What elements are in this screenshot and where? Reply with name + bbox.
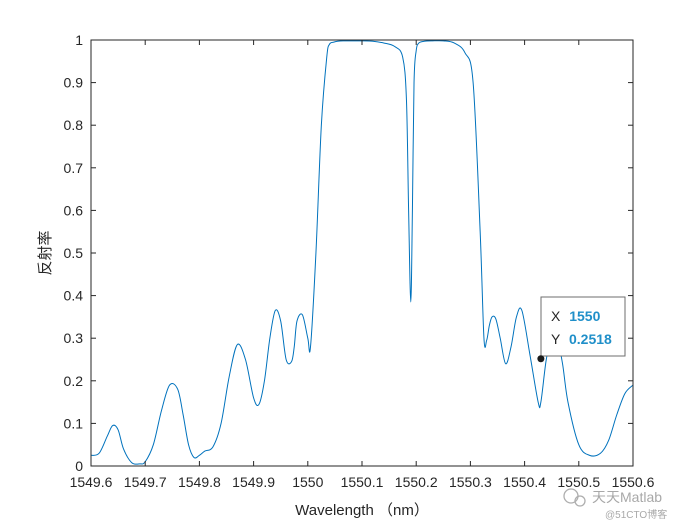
datatip-x-value: 1550 (569, 308, 600, 324)
x-tick-label: 1550.2 (395, 474, 438, 490)
y-tick-label: 0.8 (64, 117, 84, 133)
x-tick-label: 1550 (292, 474, 323, 490)
y-tick-label: 0.7 (64, 160, 84, 176)
y-tick-label: 0.4 (64, 288, 84, 304)
watermark-title: 天天Matlab (592, 489, 662, 505)
x-tick-label: 1549.7 (124, 474, 167, 490)
datatip-x-label: X (551, 308, 561, 324)
x-tick-label: 1550.5 (557, 474, 600, 490)
y-tick-label: 0.1 (64, 415, 84, 431)
x-tick-label: 1549.8 (178, 474, 221, 490)
watermark: 天天Matlab @51CTO博客 (563, 488, 667, 521)
svg-text:X 1550: X 1550 (551, 308, 601, 324)
x-tick-label: 1549.9 (232, 474, 275, 490)
y-tick-label: 0.9 (64, 75, 84, 91)
datatip-marker[interactable] (537, 355, 545, 363)
watermark-subtitle: @51CTO博客 (605, 508, 667, 521)
x-axis-ticks: 1549.6 1549.7 1549.8 1549.9 1550 1550.1 1550.2… (70, 40, 655, 490)
chat-bubble-icon (563, 488, 586, 507)
datatip-y-label: Y (551, 331, 561, 347)
datatip-y-value: 0.2518 (569, 331, 612, 347)
x-tick-label: 1550.6 (612, 474, 655, 490)
svg-text:Y 0.2518: Y 0.2518 (551, 331, 612, 347)
y-axis-ticks: 0 0.1 0.2 0.3 0.4 0.5 0.6 0.7 0.8 0.9 1 (64, 32, 633, 474)
x-axis-label: Wavelength （nm） (295, 502, 429, 519)
x-tick-label: 1550.3 (449, 474, 492, 490)
x-tick-label: 1549.6 (70, 474, 113, 490)
plot-area (91, 40, 633, 466)
y-tick-label: 0.5 (64, 245, 84, 261)
datatip[interactable]: X 1550 Y 0.2518 (537, 296, 626, 363)
y-tick-label: 0.2 (64, 373, 84, 389)
x-tick-label: 1550.1 (341, 474, 384, 490)
y-axis-label: 反射率 (37, 230, 54, 275)
y-tick-label: 1 (75, 32, 83, 48)
y-tick-label: 0 (75, 458, 83, 474)
y-tick-label: 0.6 (64, 202, 84, 218)
y-tick-label: 0.3 (64, 330, 84, 346)
x-tick-label: 1550.4 (503, 474, 546, 490)
datatip-box (540, 296, 626, 357)
